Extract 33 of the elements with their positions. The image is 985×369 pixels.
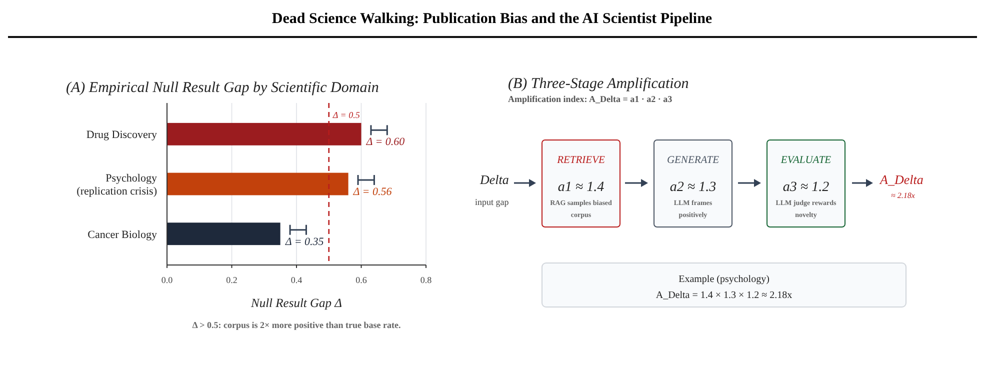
x-tick-label: 0.8: [420, 275, 432, 285]
text: Amplification index: A_Delta = a1 · a2 · a3: [508, 94, 673, 104]
x-tick-label: 0.0: [161, 275, 174, 285]
data-label: Δ = 0.35: [284, 236, 324, 248]
y-tick-label: Drug Discovery: [86, 129, 158, 142]
y-tick-label: Psychology (replication crisis): [76, 172, 158, 198]
bar: [167, 172, 348, 196]
bar: [167, 122, 362, 146]
text: a1 ≈ 1.4: [558, 180, 604, 195]
text: a2 ≈ 1.3: [670, 180, 716, 195]
data-label: Δ = 0.60: [365, 136, 406, 148]
text: Δ > 0.5: corpus is 2× more positive than true base rate.: [192, 320, 401, 330]
text: (B) Three-Stage Amplification: [508, 76, 689, 92]
x-tick-label: 0.2: [226, 275, 238, 285]
text: GENERATE: [666, 155, 720, 166]
x-tick-label: 0.6: [356, 275, 368, 285]
x-axis-title: Null Result Gap Δ: [250, 296, 342, 310]
text: a3 ≈ 1.2: [782, 180, 830, 195]
text: A_Delta = 1.4 × 1.3 × 1.2 ≈ 2.18x: [656, 290, 792, 301]
x-tick-label: 0.4: [290, 275, 303, 285]
chart-subtitle: (A) Empirical Null Result Gap by Scientific Domain: [66, 80, 379, 96]
bar: [167, 222, 280, 246]
text: A_Delta: [879, 172, 924, 187]
text: ≈ 2.18x: [891, 191, 916, 200]
data-label: Δ = 0.56: [352, 186, 392, 198]
text: Example (psychology): [678, 274, 770, 285]
text: Dead Science Walking: Publication Bias and the AI Scientist Pipeline: [272, 11, 712, 27]
y-tick-label: Cancer Biology: [88, 228, 158, 241]
text: RETRIEVE: [556, 155, 606, 166]
ref-line-label: Δ = 0.5: [332, 110, 360, 120]
text: Delta: [479, 172, 510, 187]
text: EVALUATE: [780, 155, 832, 166]
text: input gap: [475, 197, 510, 207]
